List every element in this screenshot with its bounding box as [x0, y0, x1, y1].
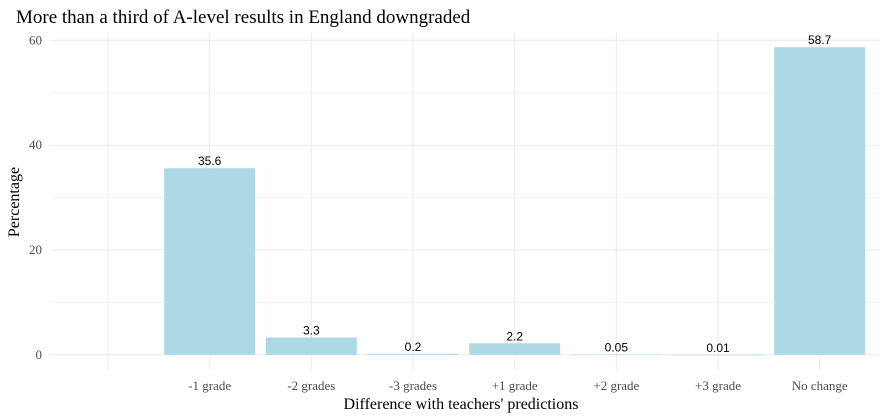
- x-tick-label: -3 grades: [389, 378, 437, 393]
- bar-6: [672, 354, 764, 356]
- x-tick-label: No change: [792, 378, 848, 393]
- bar-1: [164, 168, 256, 355]
- bar-value-label: 3.3: [303, 324, 320, 338]
- x-tick-label: -2 grades: [287, 378, 335, 393]
- bar-5: [570, 354, 662, 356]
- y-axis-ticks: 0 20 40 60: [29, 32, 42, 361]
- data-labels: 35.6 3.3 0.2 2.2 0.05 0.01 58.7: [198, 33, 832, 355]
- y-tick-label: 60: [29, 32, 42, 47]
- grid: [50, 32, 880, 370]
- bar-value-label: 0.01: [706, 341, 730, 355]
- y-axis-title: Percentage: [6, 167, 23, 237]
- x-tick-label: +2 grade: [593, 378, 639, 393]
- y-tick-label: 0: [36, 347, 43, 362]
- bar-value-label: 0.05: [605, 341, 629, 355]
- x-axis-title: Difference with teachers' predictions: [344, 396, 579, 413]
- bar-4: [469, 343, 561, 355]
- x-tick-label: +1 grade: [492, 378, 538, 393]
- bar-value-label: 35.6: [198, 154, 222, 168]
- y-tick-label: 20: [29, 242, 42, 257]
- bar-value-label: 58.7: [808, 33, 832, 47]
- x-tick-label: -1 grade: [188, 378, 231, 393]
- x-tick-label: +3 grade: [695, 378, 741, 393]
- chart-title: More than a third of A-level results in …: [16, 7, 471, 28]
- bars: [164, 47, 866, 356]
- x-axis-ticks: -1 grade -2 grades -3 grades +1 grade +2 gra…: [188, 378, 848, 393]
- bar-7: [774, 47, 866, 355]
- bar-value-label: 2.2: [506, 329, 523, 343]
- bar-2: [265, 337, 357, 355]
- bar-value-label: 0.2: [405, 340, 422, 354]
- y-tick-label: 40: [29, 137, 42, 152]
- bar-3: [367, 353, 459, 355]
